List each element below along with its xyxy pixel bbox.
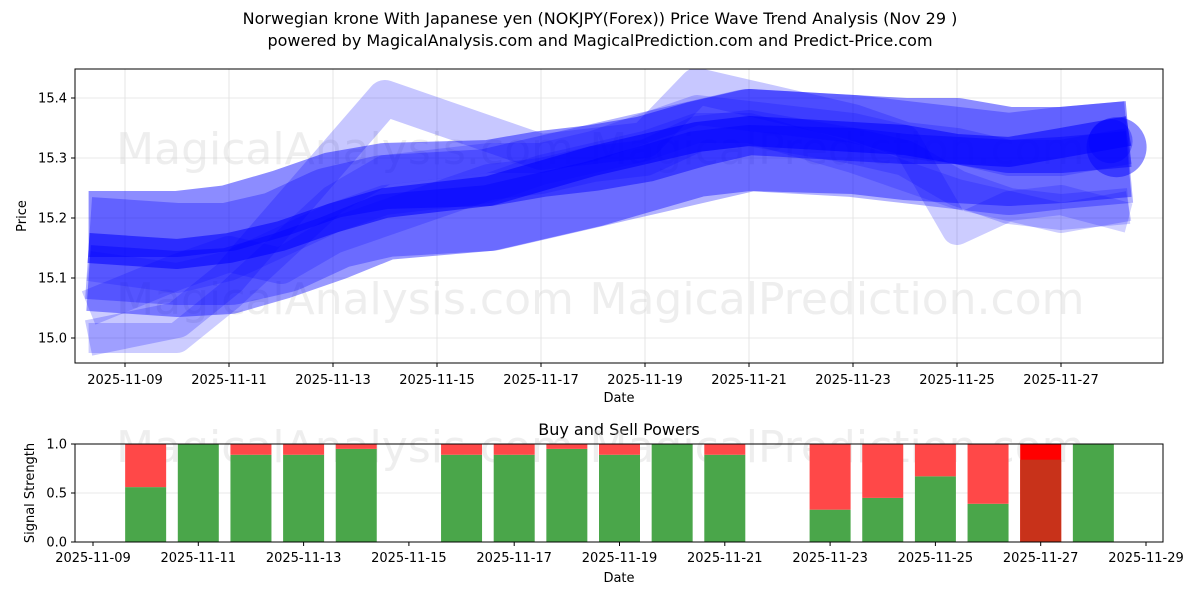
y-tick-label: 15.3 (38, 152, 67, 167)
buy-bar (862, 497, 904, 542)
signal-bar-2025-11-25 (914, 444, 956, 542)
buy-bar (704, 454, 746, 542)
sell-bar (125, 444, 167, 488)
x-tick-label: 2025-11-19 (607, 373, 683, 388)
x-tick-label: 2025-11-09 (55, 551, 131, 566)
y-tick-label: 0.0 (46, 536, 67, 551)
buy-bar (914, 476, 956, 542)
signal-bar-2025-11-13 (283, 444, 325, 542)
watermark-analysis-bottom: MagicalAnalysis.com (116, 274, 574, 325)
signal-bar-2025-11-24 (862, 444, 904, 542)
price-axes-frame (74, 68, 1164, 364)
sell-bar (599, 444, 640, 455)
signal-axis-ticks: 0.0 0.5 1.0 2025-11-09 2025-11-11 2025-11-13 2… (46, 438, 1183, 567)
signal-bar-2025-11-12 (230, 444, 272, 542)
y-tick-label: 15.1 (38, 272, 67, 287)
sell-bar (441, 444, 483, 455)
buy-bar (1072, 444, 1114, 542)
x-tick-label: 2025-11-11 (161, 551, 237, 566)
buy-bar (230, 454, 272, 542)
x-tick-label: 2025-11-23 (815, 373, 891, 388)
buy-bar (493, 454, 535, 542)
x-tick-label: 2025-11-27 (1023, 373, 1099, 388)
buy-bar (335, 448, 377, 542)
x-tick-label: 2025-11-25 (898, 551, 974, 566)
watermark-prediction-bottom: MagicalPrediction.com (590, 274, 1085, 325)
buy-bar (546, 448, 588, 542)
x-tick-label: 2025-11-17 (503, 373, 579, 388)
price-xlabel: Date (603, 391, 634, 406)
sell-bar (967, 444, 1009, 504)
y-tick-label: 15.2 (38, 212, 67, 227)
x-tick-label: 2025-11-19 (582, 551, 658, 566)
buy-bar (177, 444, 219, 542)
x-tick-label: 2025-11-29 (1108, 551, 1184, 566)
signal-bar-2025-11-19 (599, 444, 640, 542)
sell-bar (809, 444, 851, 510)
buy-bar (125, 487, 167, 542)
signal-bar-2025-11-10 (125, 444, 167, 542)
x-tick-label: 2025-11-27 (1003, 551, 1079, 566)
signal-bars (125, 444, 1114, 542)
wave-core (87, 116, 1132, 269)
x-tick-label: 2025-11-13 (266, 551, 342, 566)
wave-lower-band (86, 125, 1132, 317)
sell-bar (493, 444, 535, 455)
x-tick-label: 2025-11-23 (792, 551, 868, 566)
signal-bar-2025-11-20 (651, 444, 693, 542)
x-tick-label: 2025-11-25 (919, 373, 995, 388)
x-tick-label: 2025-11-13 (295, 373, 371, 388)
signal-bar-2025-11-11 (177, 444, 219, 542)
signal-bar-2025-11-14 (335, 444, 377, 542)
sell-bar (862, 444, 904, 498)
signal-bar-2025-11-21 (704, 444, 746, 542)
signal-bar-2025-11-26 (967, 444, 1009, 542)
wave-end-marker (1086, 117, 1147, 178)
sell-bar (704, 444, 746, 455)
x-tick-label: 2025-11-15 (371, 551, 447, 566)
sell-bar (335, 444, 377, 449)
price-wave-bands (81, 69, 1147, 356)
signal-ylabel: Signal Strength (23, 443, 38, 543)
sell-bar (230, 444, 272, 455)
y-tick-label: 15.4 (38, 92, 67, 107)
y-tick-label: 1.0 (46, 438, 67, 453)
wave-steep-2 (88, 95, 1132, 353)
signal-xlabel: Date (603, 571, 634, 586)
x-tick-label: 2025-11-17 (476, 551, 552, 566)
buy-bar (599, 454, 640, 542)
signal-bar-2025-11-23 (809, 444, 851, 542)
price-axis-ticks: 15.0 15.1 15.2 15.3 15.4 2025-11-09 2025-11-11… (38, 92, 1099, 389)
signal-bar-2025-11-27 (1020, 444, 1062, 542)
y-tick-label: 0.5 (46, 487, 67, 502)
x-tick-label: 2025-11-09 (87, 373, 163, 388)
x-tick-label: 2025-11-21 (711, 373, 787, 388)
buy-bar (283, 454, 325, 542)
buy-bar-overlap (1020, 459, 1062, 542)
y-tick-label: 15.0 (38, 332, 67, 347)
price-grid (75, 69, 1163, 363)
buy-bar (651, 444, 693, 542)
signal-bar-2025-11-17 (493, 444, 535, 542)
x-tick-label: 2025-11-15 (399, 373, 475, 388)
sell-bar (283, 444, 325, 455)
signal-bar-2025-11-18 (546, 444, 588, 542)
x-tick-label: 2025-11-21 (687, 551, 763, 566)
chart-title: Norwegian krone With Japanese yen (NOKJP… (242, 9, 958, 28)
signal-bar-2025-11-28 (1072, 444, 1114, 542)
wave-end-marker-inner (1088, 119, 1133, 164)
buy-bar (809, 509, 851, 542)
buy-bar (441, 454, 483, 542)
sell-bar (914, 444, 956, 477)
price-ylabel: Price (15, 200, 30, 232)
signal-chart-title: Buy and Sell Powers (538, 420, 700, 439)
buy-bar (967, 503, 1009, 542)
watermark-analysis-top: MagicalAnalysis.com (116, 124, 574, 175)
signal-bar-2025-11-16 (441, 444, 483, 542)
chart-subtitle: powered by MagicalAnalysis.com and Magic… (267, 31, 933, 50)
sell-bar (546, 444, 588, 449)
x-tick-label: 2025-11-11 (191, 373, 267, 388)
